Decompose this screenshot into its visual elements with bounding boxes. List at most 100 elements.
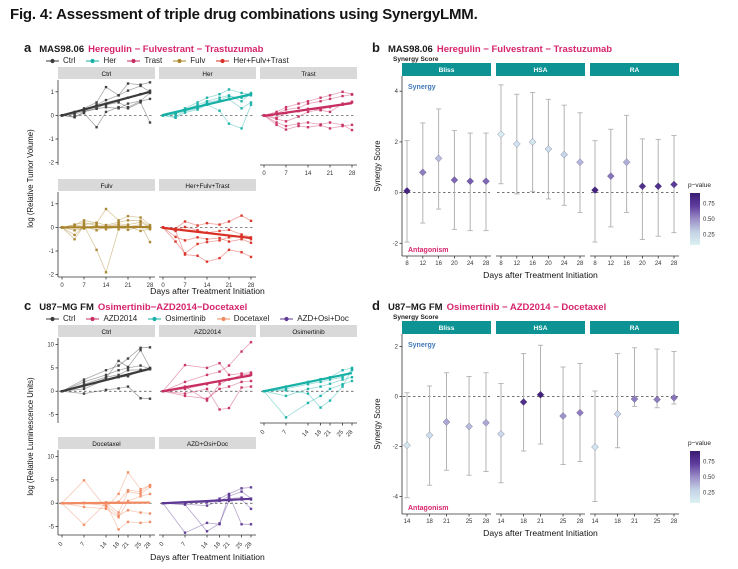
data-point	[249, 486, 253, 489]
data-point	[139, 397, 142, 400]
data-point	[95, 221, 98, 224]
svg-text:log (Relative Tumor Volume): log (Relative Tumor Volume)	[26, 129, 35, 228]
data-point	[227, 220, 231, 223]
data-point	[249, 371, 253, 374]
data-point	[126, 102, 130, 105]
pointline-icon	[46, 58, 59, 63]
data-point	[218, 229, 221, 233]
svg-text:21: 21	[125, 283, 132, 289]
facet-strip	[402, 321, 491, 334]
data-point	[82, 227, 86, 230]
synergy-point	[519, 398, 528, 406]
data-point	[104, 373, 108, 377]
panel-a-drugs: Heregulin − Fulvestrant − Trastuzumab	[88, 44, 264, 55]
data-point	[183, 363, 187, 367]
data-point	[95, 229, 98, 232]
data-point	[174, 116, 177, 119]
data-point	[306, 392, 310, 395]
svg-text:0: 0	[58, 541, 65, 548]
facet-strip	[590, 321, 679, 334]
data-point	[139, 100, 142, 103]
svg-text:Antagonism: Antagonism	[408, 247, 448, 254]
data-point	[284, 416, 288, 419]
data-point	[82, 479, 86, 482]
svg-text:2: 2	[395, 140, 399, 146]
data-point	[161, 226, 165, 229]
svg-text:21: 21	[443, 519, 450, 525]
svg-text:28: 28	[577, 519, 584, 525]
trend-line	[162, 226, 252, 240]
data-point	[240, 214, 243, 217]
svg-text:5: 5	[51, 478, 55, 484]
synergy-point	[638, 182, 647, 191]
data-point	[117, 228, 120, 231]
svg-text:24: 24	[561, 261, 568, 267]
data-point	[227, 385, 231, 388]
facet-strip	[58, 325, 155, 337]
panel-b-chart: Synergy Score Days after Treatment Initia…	[373, 63, 715, 280]
data-point	[148, 512, 152, 515]
svg-text:0: 0	[51, 501, 55, 507]
trend-line	[263, 371, 353, 393]
synergy-point	[544, 145, 553, 153]
svg-text:28: 28	[245, 541, 254, 550]
synergy-point	[591, 443, 599, 451]
svg-text:-2: -2	[393, 241, 399, 247]
svg-text:7: 7	[282, 429, 289, 436]
svg-text:16: 16	[623, 261, 630, 267]
data-point	[183, 220, 187, 223]
data-point	[240, 234, 243, 237]
facet-strip	[58, 437, 155, 449]
data-point	[148, 228, 152, 231]
data-point	[249, 91, 253, 95]
data-point	[139, 346, 142, 350]
svg-text:Ctrl: Ctrl	[102, 71, 112, 78]
svg-text:p−value: p−value	[688, 182, 711, 189]
legend-item: Docetaxel	[216, 314, 269, 323]
svg-text:16: 16	[529, 261, 536, 267]
data-point	[139, 490, 142, 493]
pointline-icon	[216, 58, 230, 63]
data-point	[249, 507, 253, 511]
data-point	[297, 124, 300, 128]
data-point	[249, 101, 253, 104]
data-point	[227, 236, 231, 239]
data-point	[218, 362, 221, 365]
data-point	[328, 382, 332, 385]
data-point	[117, 94, 120, 97]
svg-text:Days after Treatment Initiatio: Days after Treatment Initiation	[483, 528, 598, 538]
svg-text:Days after Treatment Initiatio: Days after Treatment Initiation	[483, 270, 598, 280]
data-point	[297, 102, 300, 105]
legend-item-label: Her	[103, 56, 117, 65]
data-point	[196, 254, 199, 257]
data-point	[319, 385, 322, 388]
data-point	[249, 241, 253, 244]
data-point	[227, 95, 231, 98]
data-point	[341, 383, 344, 386]
svg-text:14: 14	[498, 519, 505, 525]
facet-strip	[159, 67, 256, 79]
data-point	[205, 530, 209, 533]
data-point	[117, 369, 120, 372]
data-point	[183, 111, 187, 114]
panel-b: b MAS98.06 Heregulin − Fulvestrant − Tra…	[372, 40, 736, 287]
svg-text:25: 25	[336, 429, 345, 438]
synergy-point	[606, 172, 615, 180]
svg-text:0: 0	[395, 191, 399, 197]
svg-text:-1: -1	[49, 249, 55, 255]
legend-item-label: AZD+Osi+Doc	[297, 314, 349, 323]
data-point	[328, 399, 332, 402]
data-point	[328, 94, 332, 97]
data-point	[183, 252, 187, 255]
svg-text:Osimertinib: Osimertinib	[292, 329, 325, 336]
legend-item-label: Ctrl	[63, 56, 76, 65]
panel-a: a MAS98.06 Heregulin − Fulvestrant − Tra…	[24, 40, 370, 297]
synergy-point	[670, 393, 678, 402]
data-point	[183, 380, 187, 384]
data-point	[275, 110, 278, 114]
data-point	[126, 105, 130, 109]
data-point	[117, 364, 120, 367]
data-point	[117, 387, 120, 390]
data-point	[183, 394, 187, 398]
data-point	[328, 121, 332, 124]
